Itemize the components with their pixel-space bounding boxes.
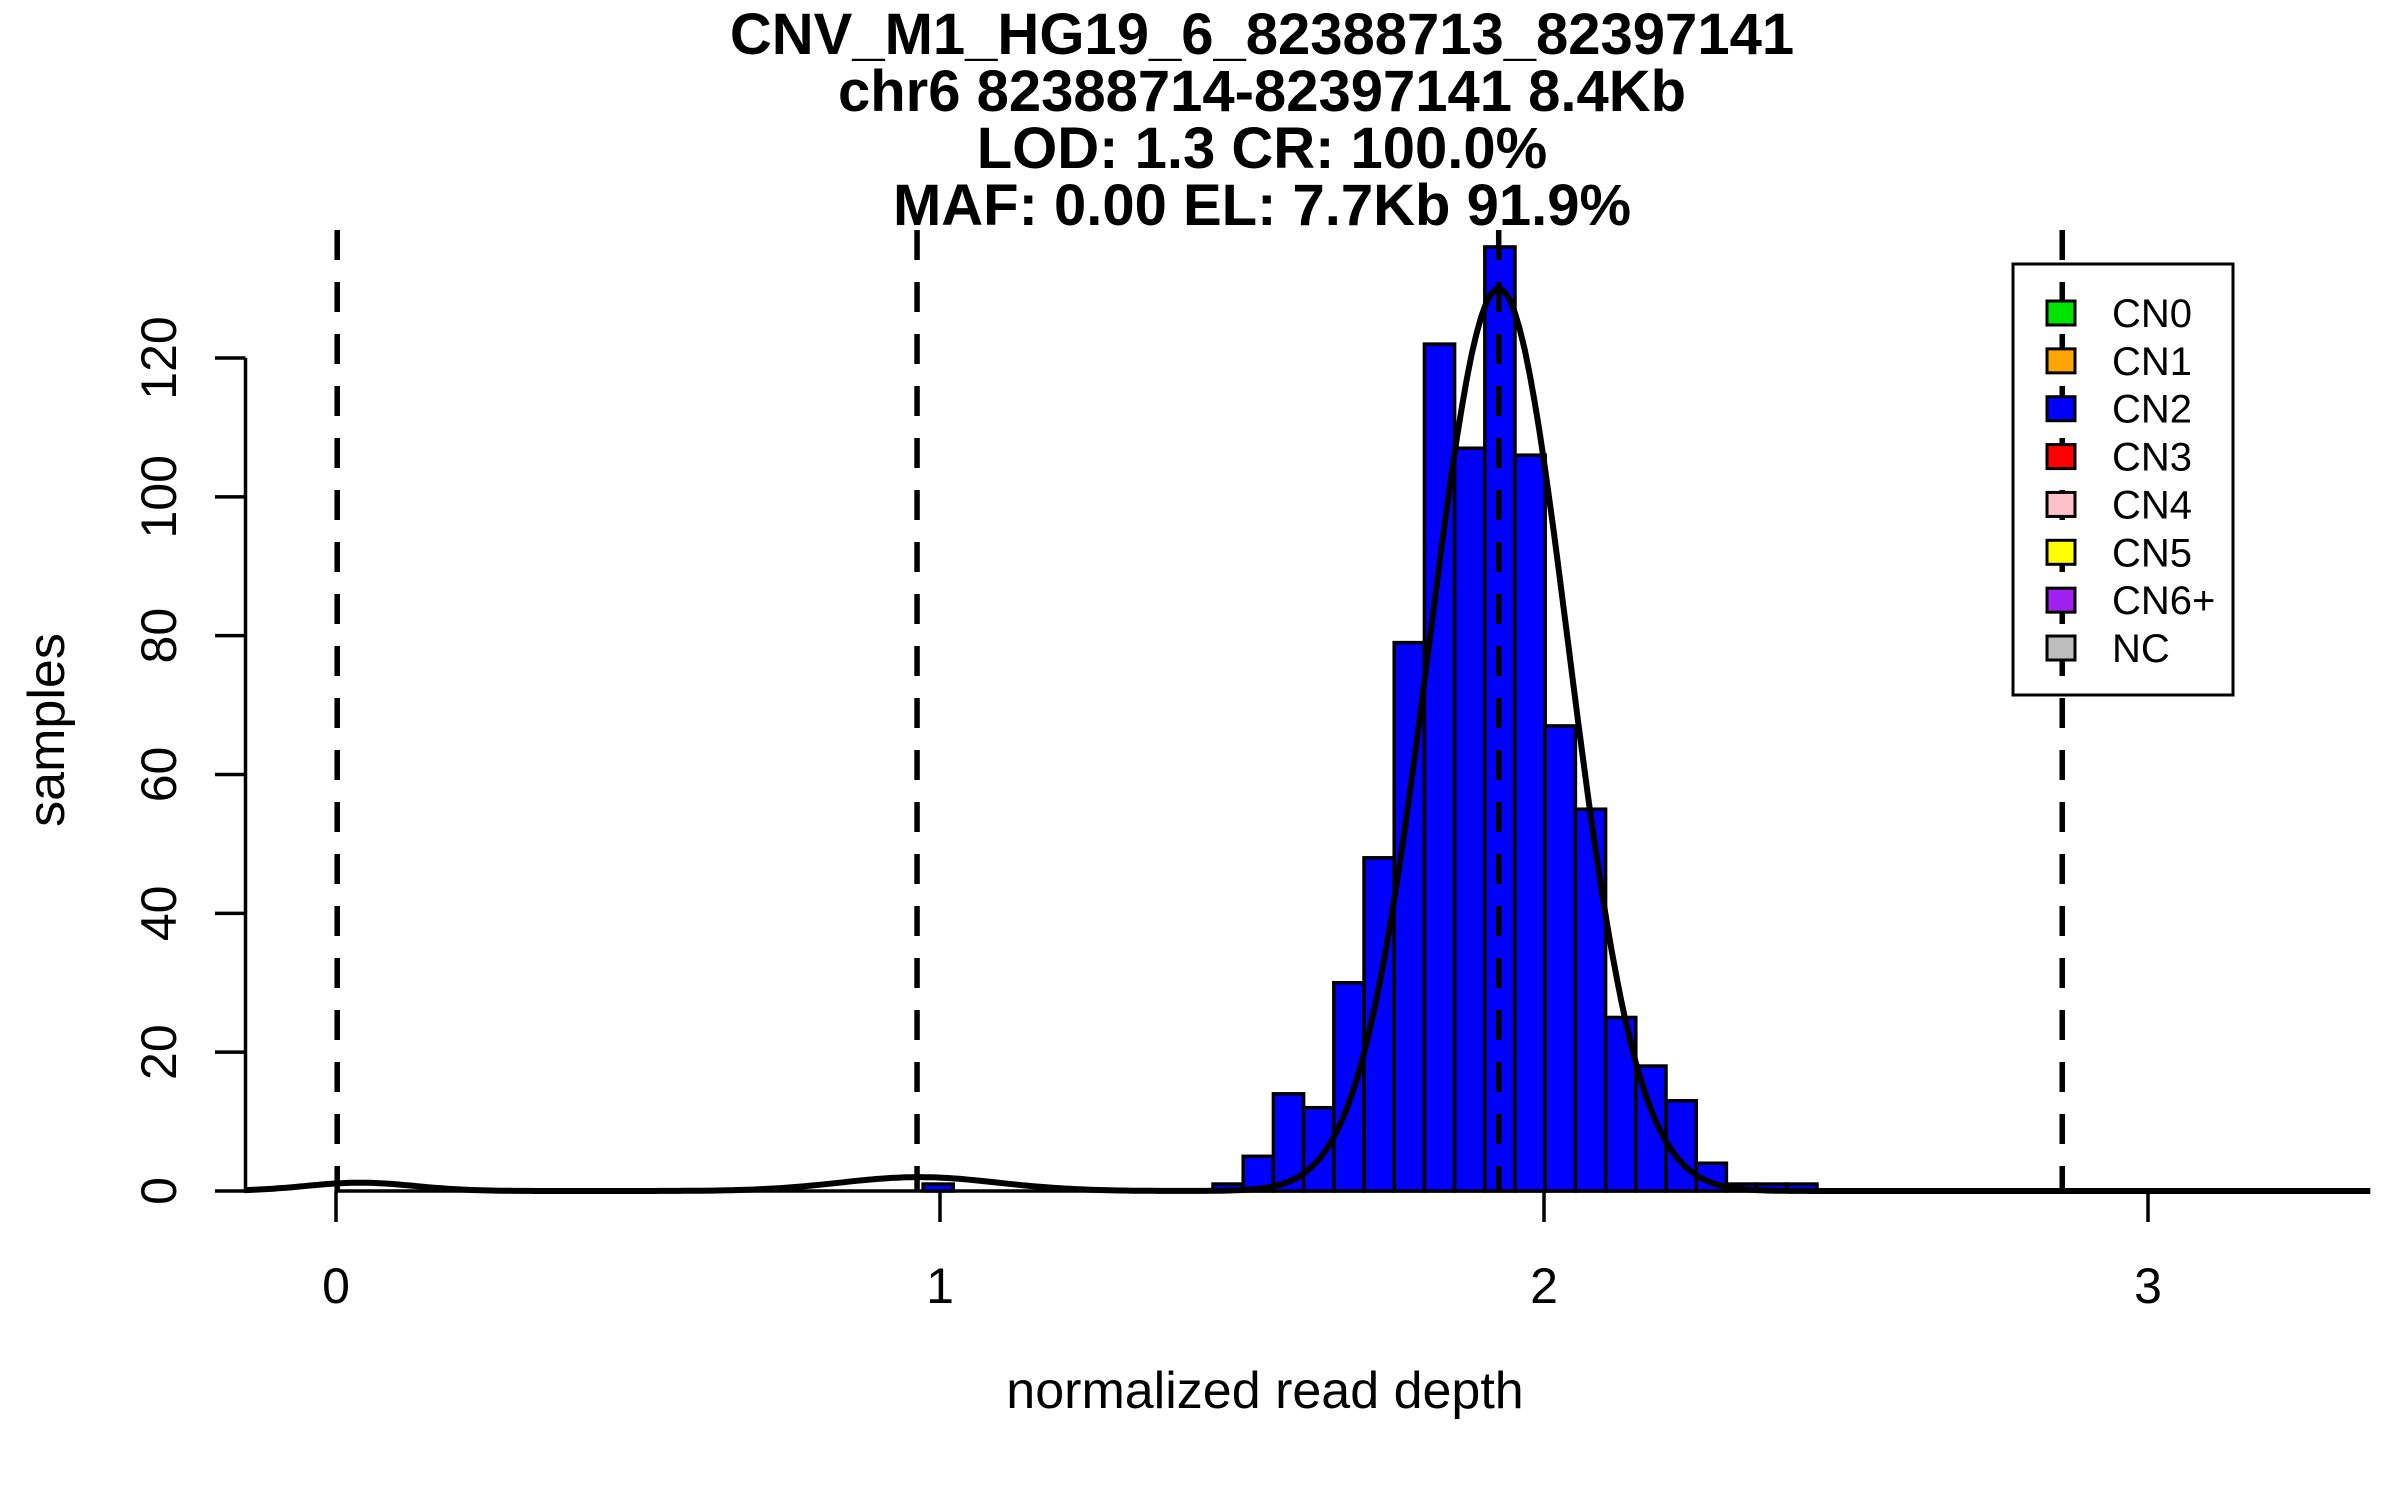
copy-number-dashed-lines	[334, 230, 2065, 1191]
title-line-1: CNV_M1_HG19_6_82388713_82397141	[730, 2, 1794, 67]
legend-swatch-cn5	[2045, 538, 2077, 566]
legend-label-cn0: CN0	[2112, 292, 2192, 336]
x-tick-label: 3	[2134, 1258, 2162, 1314]
y-tick-label: 120	[131, 316, 187, 399]
axes: 0 20 40 60 80 100 120 0 1 2 3	[131, 316, 2162, 1314]
title-block: CNV_M1_HG19_6_82388713_82397141 chr6 823…	[730, 2, 1794, 238]
y-tick-label: 40	[131, 886, 187, 942]
x-tick-label: 0	[322, 1258, 350, 1314]
legend-label-cn1: CN1	[2112, 340, 2192, 384]
histogram-bar	[921, 1182, 956, 1193]
legend-swatch-cn3	[2045, 443, 2077, 471]
legend-swatch-cn6plus	[2045, 586, 2077, 614]
legend-label-cn4: CN4	[2112, 483, 2192, 527]
title-line-2: chr6 82388714-82397141 8.4Kb	[838, 59, 1686, 124]
histogram-bar	[1513, 453, 1547, 1193]
histogram-bars	[921, 245, 1819, 1193]
legend-label-cn3: CN3	[2112, 436, 2192, 480]
y-tick-label: 100	[131, 455, 187, 538]
x-tick-label: 1	[926, 1258, 954, 1314]
title-line-3: LOD: 1.3 CR: 100.0%	[977, 116, 1548, 181]
y-tick-label: 80	[131, 608, 187, 664]
legend-swatch-cn4	[2045, 490, 2077, 518]
legend-swatch-cn0	[2045, 299, 2077, 327]
density-curve-layer	[244, 285, 2371, 1194]
x-tick-label: 2	[1530, 1258, 1558, 1314]
legend-label-cn5: CN5	[2112, 531, 2192, 575]
legend-swatch-cn2	[2045, 395, 2077, 423]
title-line-4: MAF: 0.00 EL: 7.7Kb 91.9%	[893, 173, 1631, 238]
y-axis-title: samples	[18, 633, 76, 827]
legend-label-cn2: CN2	[2112, 388, 2192, 432]
x-axis-title: normalized read depth	[1006, 1362, 1523, 1420]
legend-label-nc: NC	[2112, 627, 2170, 671]
density-curve	[244, 285, 2371, 1194]
y-tick-label: 60	[131, 747, 187, 803]
legend-swatch-cn1	[2045, 347, 2077, 375]
histogram-bar	[1543, 724, 1578, 1193]
histogram-bar	[1301, 1105, 1336, 1193]
legend-label-cn6plus: CN6+	[2112, 579, 2215, 623]
legend-swatch-nc	[2045, 634, 2077, 662]
y-tick-label: 0	[131, 1177, 187, 1205]
legend-box	[2011, 262, 2235, 697]
histogram-bar	[1452, 446, 1487, 1193]
histogram-bar	[1332, 980, 1366, 1193]
y-tick-label: 20	[131, 1024, 187, 1080]
